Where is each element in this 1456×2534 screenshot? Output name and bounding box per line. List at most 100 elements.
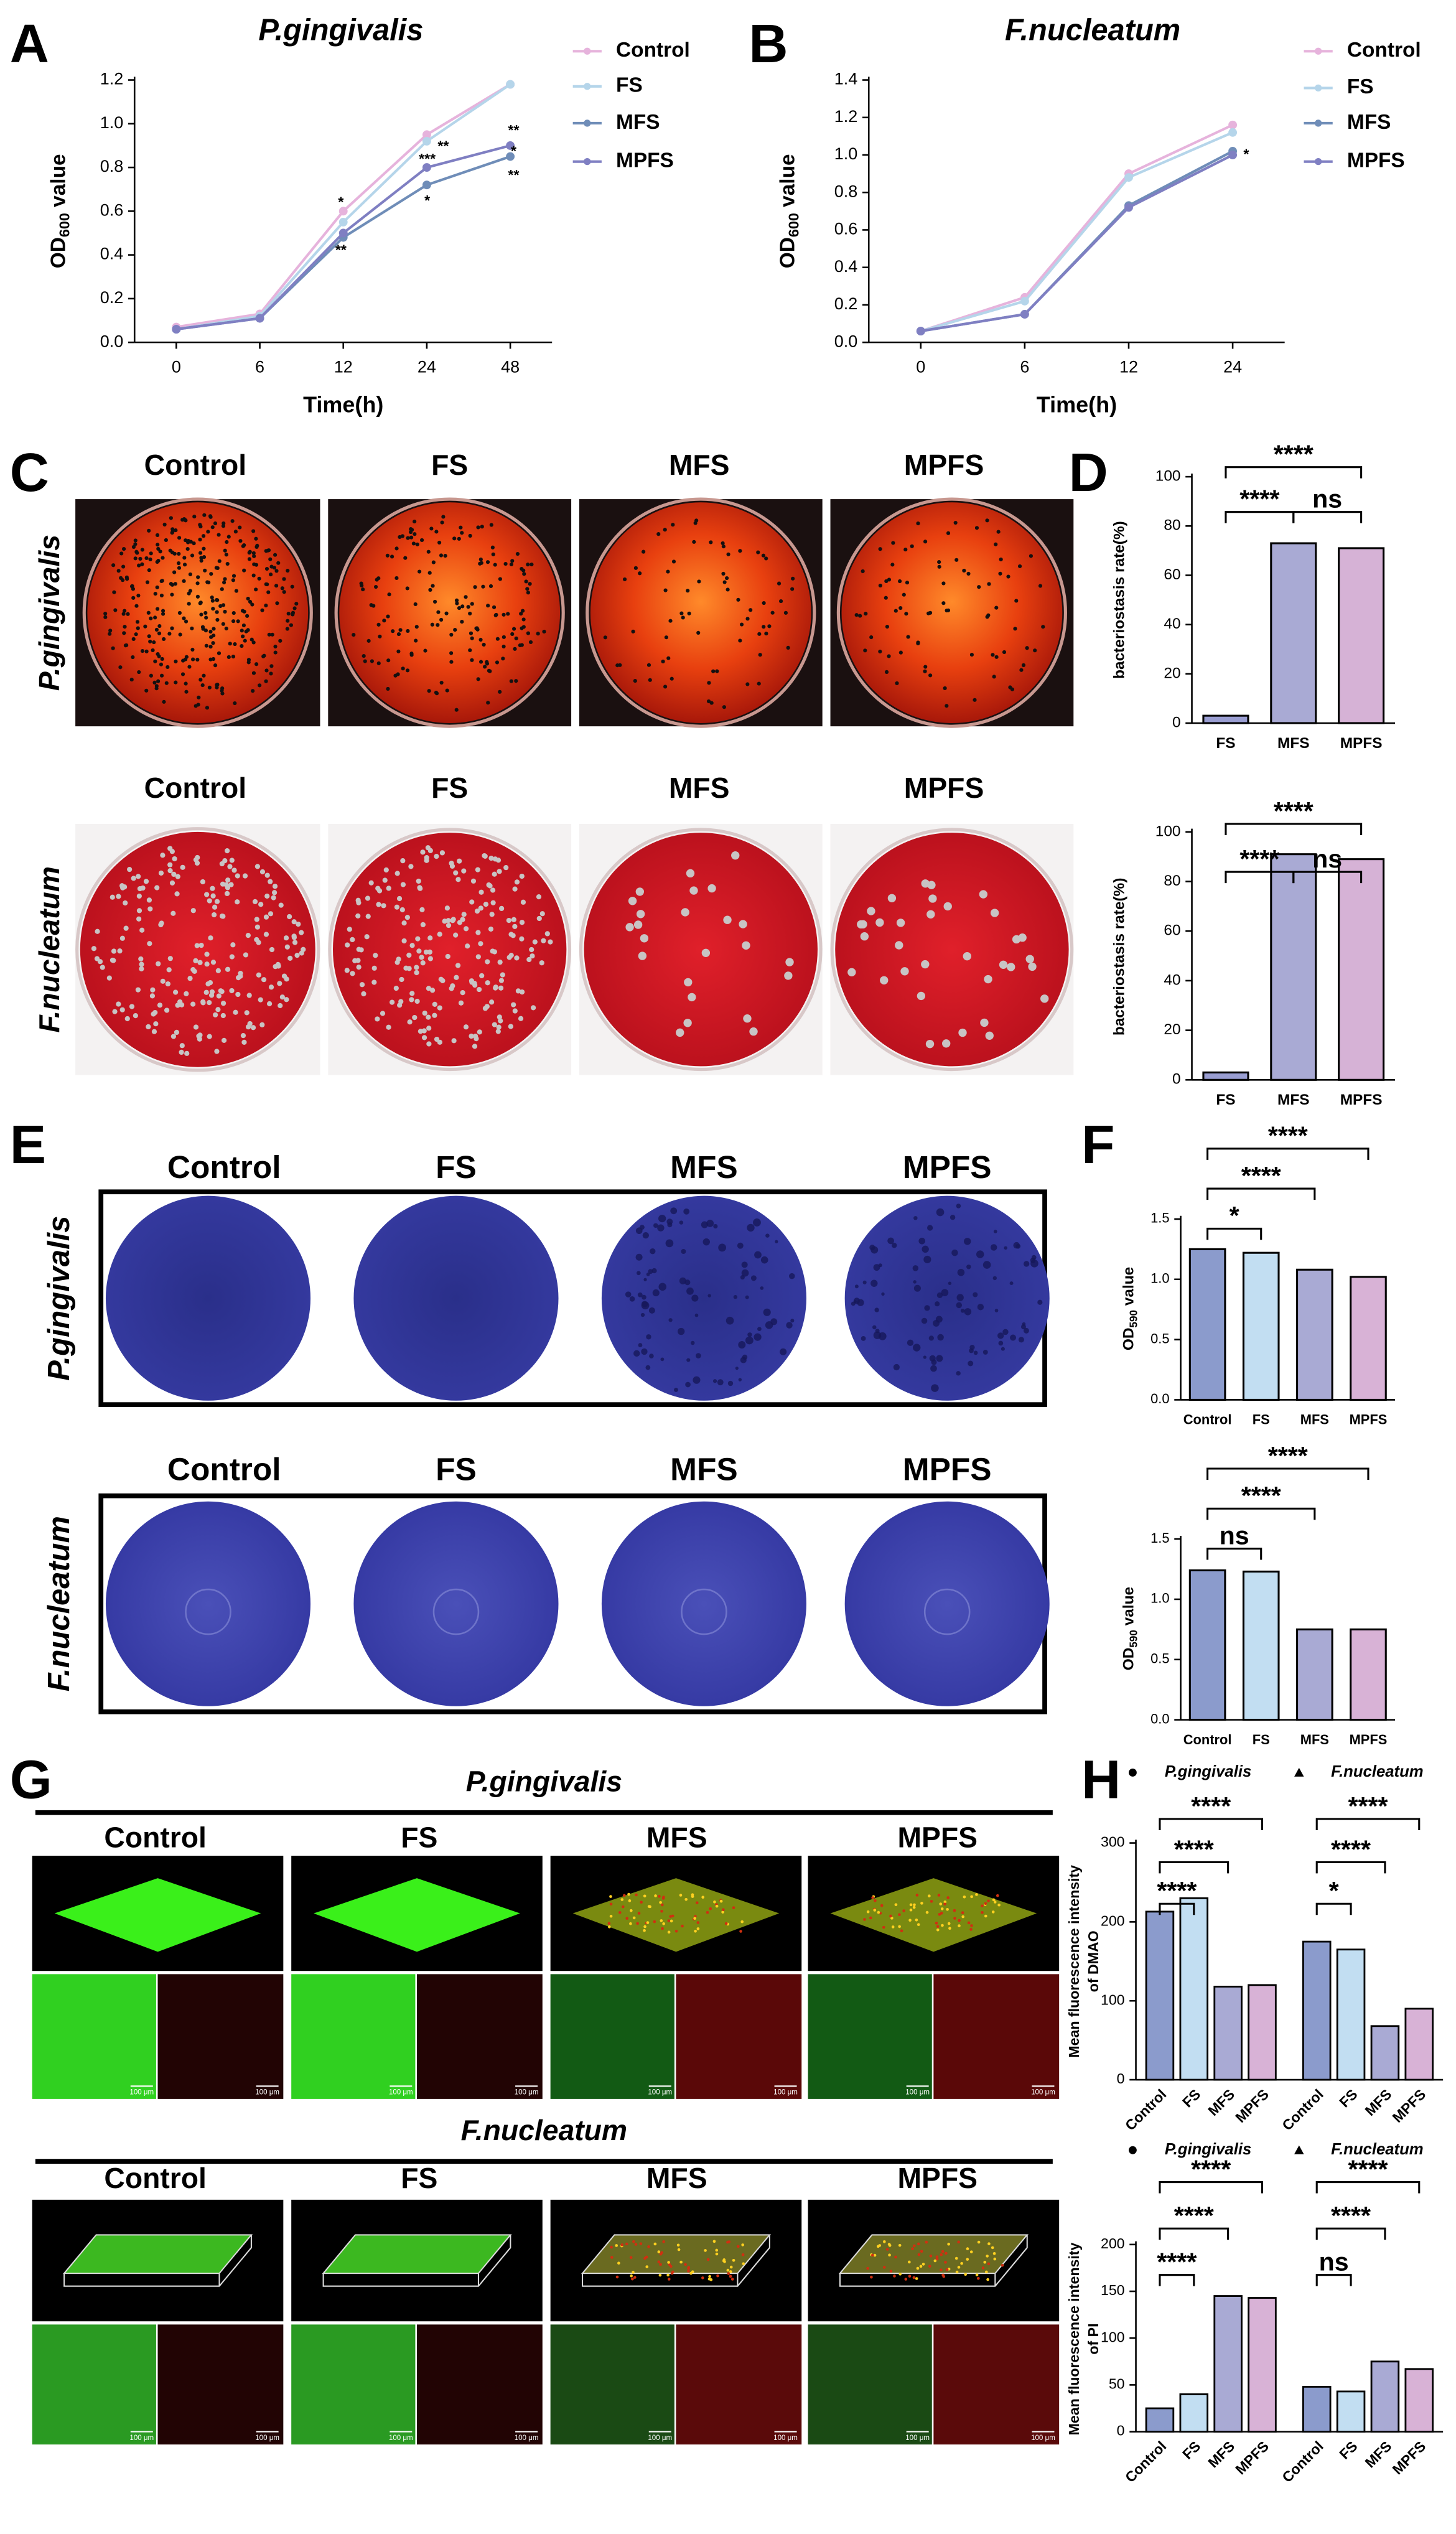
dead-cell <box>911 2247 914 2250</box>
colony <box>266 590 271 594</box>
colony <box>210 599 215 603</box>
colony <box>916 521 920 526</box>
agar <box>584 833 818 1067</box>
colony <box>884 596 888 600</box>
colony <box>409 997 414 1003</box>
biofilm-speck <box>891 1243 897 1248</box>
dead-cell <box>991 2246 994 2250</box>
colony <box>408 864 414 869</box>
series-line <box>920 123 1233 333</box>
colony <box>449 651 454 655</box>
colony <box>222 580 226 585</box>
colony <box>536 894 542 900</box>
biofilm-speck <box>696 1353 701 1358</box>
colony <box>210 893 216 899</box>
dead-cell <box>941 2250 945 2253</box>
dead-cell <box>727 2272 730 2275</box>
colony <box>376 902 381 907</box>
x-tick-label: MPFS <box>1232 2438 1272 2478</box>
biofilm-speck <box>992 1276 997 1281</box>
biofilm-speck <box>648 1307 655 1314</box>
dead-cell <box>708 2275 711 2278</box>
colony <box>941 581 946 586</box>
colony <box>166 665 170 670</box>
scale-bar-label: 100 μm <box>905 2089 930 2097</box>
colony <box>489 999 495 1005</box>
dead-cell <box>620 2243 624 2246</box>
dead-cell <box>889 1914 892 1918</box>
biofilm-speck <box>760 1286 764 1290</box>
x-tick-label: 24 <box>418 357 436 376</box>
dead-cell <box>912 2244 916 2248</box>
colony <box>474 1036 479 1042</box>
dead-cell <box>627 1892 630 1896</box>
colony <box>400 882 406 887</box>
biofilm-speck <box>936 1292 943 1299</box>
colony <box>286 914 292 920</box>
colony <box>215 968 221 973</box>
colony <box>413 520 417 524</box>
x-tick-label: 6 <box>255 357 264 376</box>
colony <box>492 605 497 609</box>
biofilm-speck <box>726 1316 734 1325</box>
data-point <box>506 152 515 161</box>
dead-cell <box>946 1896 950 1899</box>
colony <box>129 677 134 682</box>
dead-cell <box>715 2248 719 2252</box>
colony <box>169 880 175 886</box>
scale-bar-label: 100 μm <box>648 2434 672 2442</box>
legend-marker <box>1314 84 1322 92</box>
colony <box>198 678 203 682</box>
significance-label: **** <box>1331 1835 1371 1863</box>
colony <box>243 952 249 958</box>
biofilm-speck <box>679 1220 684 1225</box>
significance-bracket <box>1159 2274 1195 2286</box>
colony <box>182 517 187 521</box>
colony <box>103 615 108 619</box>
colony <box>167 632 172 636</box>
dead-cell <box>882 2240 886 2243</box>
dead-cell <box>704 2249 707 2252</box>
dead-cell <box>660 1919 663 1922</box>
colony <box>149 616 153 620</box>
colony <box>426 1026 432 1031</box>
biofilm-speck <box>754 1333 762 1341</box>
dead-cell <box>915 2277 918 2280</box>
colony <box>131 876 136 881</box>
colony <box>707 884 716 893</box>
biofilm-speck <box>651 1268 657 1274</box>
colony <box>95 928 100 934</box>
dead-cell <box>928 2265 931 2268</box>
y-label-suffix: value <box>47 154 70 213</box>
colony <box>190 1001 196 1007</box>
colony <box>127 867 133 872</box>
colony <box>277 981 282 986</box>
colony <box>509 562 514 567</box>
scale-bar-label: 100 μm <box>255 2434 279 2442</box>
y-label-main: OD <box>1121 1327 1137 1350</box>
colony <box>160 978 166 984</box>
colony <box>119 1007 125 1012</box>
colony <box>542 629 546 634</box>
colony <box>928 894 937 903</box>
colony <box>154 885 160 891</box>
colony <box>633 566 638 570</box>
colony <box>134 604 139 608</box>
colony <box>709 701 714 705</box>
x-tick-label: FS <box>1179 2438 1203 2462</box>
column-label: MPFS <box>904 449 984 481</box>
legend-marker <box>1314 157 1322 166</box>
biofilm-speck <box>913 1216 918 1220</box>
colony <box>356 964 362 970</box>
colony <box>182 563 187 567</box>
colony <box>408 530 413 535</box>
significance-bracket <box>1315 2274 1352 2286</box>
colony <box>451 1038 457 1044</box>
colony <box>721 571 726 576</box>
colony <box>421 1035 427 1040</box>
colony <box>399 976 404 983</box>
well <box>353 1501 559 1706</box>
significance-label: **** <box>1348 2154 1388 2183</box>
dead-cell <box>912 2276 916 2279</box>
colony <box>867 907 875 915</box>
